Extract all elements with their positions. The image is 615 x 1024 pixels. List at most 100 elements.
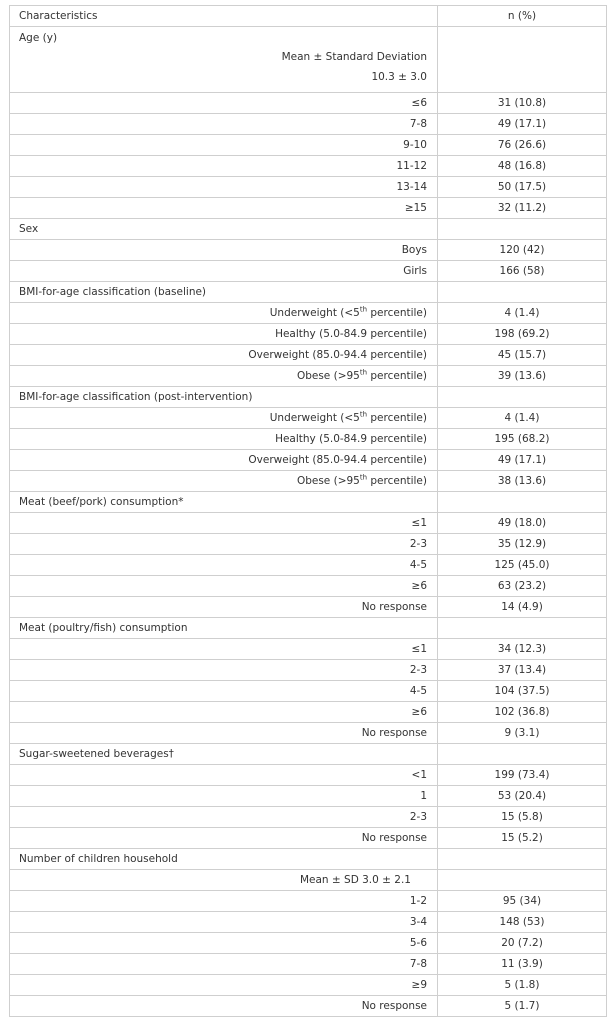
row-value: 166 (58) <box>437 260 607 282</box>
section-title: Number of children household <box>9 848 438 870</box>
table-row: Obese (>95th percentile) 38 (13.6) <box>9 470 607 492</box>
table-row: No response 15 (5.2) <box>9 827 607 849</box>
table-row: 7-8 49 (17.1) <box>9 113 607 135</box>
label-superscript: th <box>359 368 368 377</box>
table-row: Sex <box>9 218 607 240</box>
table-body: Characteristics n (%) Age (y) Mean ± Standa… <box>9 5 607 1017</box>
table-row: Healthy (5.0-84.9 percentile) 198 (69.2) <box>9 323 607 345</box>
empty-cell <box>437 617 607 639</box>
table-row: ≤1 34 (12.3) <box>9 638 607 660</box>
section-title: Age (y) <box>19 32 58 44</box>
row-value: 45 (15.7) <box>437 344 607 366</box>
row-value: 5 (1.7) <box>437 995 607 1017</box>
row-value: 199 (73.4) <box>437 764 607 786</box>
row-value: 49 (18.0) <box>437 512 607 534</box>
table-row: ≥9 5 (1.8) <box>9 974 607 996</box>
label-text: percentile) <box>367 412 427 424</box>
table-row: 4-5 104 (37.5) <box>9 680 607 702</box>
row-value: 4 (1.4) <box>437 407 607 429</box>
row-value: 32 (11.2) <box>437 197 607 219</box>
row-value: 20 (7.2) <box>437 932 607 954</box>
row-label: Boys <box>9 239 438 261</box>
table-row: Underweight (<5th percentile) 4 (1.4) <box>9 407 607 429</box>
row-label: ≥9 <box>9 974 438 996</box>
row-label: Underweight (<5th percentile) <box>9 407 438 429</box>
row-label: ≤1 <box>9 638 438 660</box>
table-row: 9-10 76 (26.6) <box>9 134 607 156</box>
table-row: 2-3 35 (12.9) <box>9 533 607 555</box>
row-label: <1 <box>9 764 438 786</box>
row-value: 102 (36.8) <box>437 701 607 723</box>
section-title: BMI-for-age classification (post-interve… <box>9 386 438 408</box>
table-row: 13-14 50 (17.5) <box>9 176 607 198</box>
section-title: BMI-for-age classification (baseline) <box>9 281 438 303</box>
section-cell: Age (y) Mean ± Standard Deviation 10.3 ± 3… <box>9 26 438 93</box>
table-row: 2-3 15 (5.8) <box>9 806 607 828</box>
row-value: 38 (13.6) <box>437 470 607 492</box>
table-row: Underweight (<5th percentile) 4 (1.4) <box>9 302 607 324</box>
row-value: 4 (1.4) <box>437 302 607 324</box>
table-row: 11-12 48 (16.8) <box>9 155 607 177</box>
row-value: 148 (53) <box>437 911 607 933</box>
table-row: Meat (beef/pork) consumption* <box>9 491 607 513</box>
row-value: 15 (5.2) <box>437 827 607 849</box>
row-label: 4-5 <box>9 680 438 702</box>
row-label: 13-14 <box>9 176 438 198</box>
row-label: 1-2 <box>9 890 438 912</box>
table-row: ≥6 102 (36.8) <box>9 701 607 723</box>
row-value: 14 (4.9) <box>437 596 607 618</box>
table-row: Meat (poultry/fish) consumption <box>9 617 607 639</box>
row-label: ≥6 <box>9 701 438 723</box>
row-value: 11 (3.9) <box>437 953 607 975</box>
section-title: Meat (poultry/fish) consumption <box>9 617 438 639</box>
table-row: No response 5 (1.7) <box>9 995 607 1017</box>
table-row: ≤1 49 (18.0) <box>9 512 607 534</box>
section-title: Sugar-sweetened beverages† <box>9 743 438 765</box>
label-superscript: th <box>359 305 368 314</box>
summary-cell: Mean ± SD 3.0 ± 2.1 <box>9 869 438 891</box>
empty-cell <box>437 386 607 408</box>
row-label: 7-8 <box>9 953 438 975</box>
row-label: Overweight (85.0-94.4 percentile) <box>9 449 438 471</box>
row-label: 11-12 <box>9 155 438 177</box>
table-row: Healthy (5.0-84.9 percentile) 195 (68.2) <box>9 428 607 450</box>
empty-cell <box>437 26 607 93</box>
table-row: Mean ± SD 3.0 ± 2.1 <box>9 869 607 891</box>
row-value: 9 (3.1) <box>437 722 607 744</box>
row-label: No response <box>9 995 438 1017</box>
label-superscript: th <box>359 473 368 482</box>
table-row: Boys 120 (42) <box>9 239 607 261</box>
row-value: 63 (23.2) <box>437 575 607 597</box>
row-value: 37 (13.4) <box>437 659 607 681</box>
label-text: percentile) <box>367 370 427 382</box>
row-label: 2-3 <box>9 533 438 555</box>
empty-cell <box>437 281 607 303</box>
row-value: 104 (37.5) <box>437 680 607 702</box>
row-value: 198 (69.2) <box>437 323 607 345</box>
empty-cell <box>437 869 607 891</box>
row-value: 31 (10.8) <box>437 92 607 114</box>
row-label: Obese (>95th percentile) <box>9 365 438 387</box>
table-row: Girls 166 (58) <box>9 260 607 282</box>
row-label: Underweight (<5th percentile) <box>9 302 438 324</box>
row-label: No response <box>9 722 438 744</box>
row-label: 1 <box>9 785 438 807</box>
table-row: BMI-for-age classification (post-interve… <box>9 386 607 408</box>
header-cell: Characteristics <box>9 5 438 27</box>
row-label: ≤1 <box>9 512 438 534</box>
row-value: 35 (12.9) <box>437 533 607 555</box>
label-text: Obese (>95 <box>296 370 360 382</box>
row-value: 39 (13.6) <box>437 365 607 387</box>
table-row: 7-8 11 (3.9) <box>9 953 607 975</box>
section-title: Meat (beef/pork) consumption* <box>9 491 438 513</box>
table-row: Characteristics n (%) <box>9 5 607 27</box>
row-value: 195 (68.2) <box>437 428 607 450</box>
table-row: Age (y) Mean ± Standard Deviation 10.3 ± 3… <box>9 26 607 93</box>
section-title: Sex <box>9 218 438 240</box>
table-row: ≥6 63 (23.2) <box>9 575 607 597</box>
table-row: 1-2 95 (34) <box>9 890 607 912</box>
row-value: 95 (34) <box>437 890 607 912</box>
label-text: Obese (>95 <box>296 475 360 487</box>
row-value: 5 (1.8) <box>437 974 607 996</box>
